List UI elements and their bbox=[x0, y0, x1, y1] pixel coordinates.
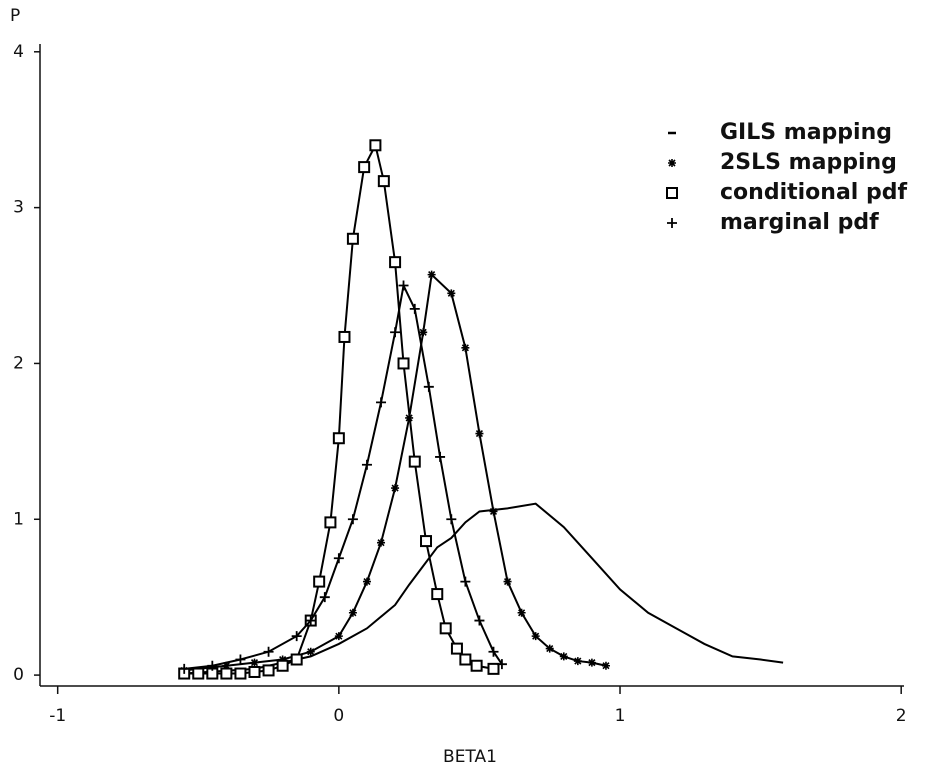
marker-square bbox=[470, 659, 483, 672]
y-tick-label: 4 bbox=[13, 42, 24, 62]
y-tick-label: 2 bbox=[13, 353, 24, 373]
marker-plus bbox=[376, 397, 387, 408]
legend-symbol bbox=[668, 159, 676, 167]
marker-square bbox=[276, 659, 289, 672]
marker-plus bbox=[291, 631, 302, 642]
marker-square bbox=[439, 622, 452, 635]
y-tick-label: 1 bbox=[13, 509, 24, 529]
marker-square bbox=[313, 575, 326, 588]
marker-plus bbox=[423, 381, 434, 392]
marker-square bbox=[389, 256, 402, 269]
marker-star bbox=[475, 429, 484, 438]
marker-square bbox=[290, 653, 303, 666]
marker-star bbox=[306, 647, 315, 656]
y-axis-label: P bbox=[10, 6, 20, 26]
marker-square bbox=[408, 455, 421, 468]
marker-star bbox=[545, 644, 554, 653]
y-tick-label: 0 bbox=[13, 665, 24, 685]
marker-star bbox=[503, 577, 512, 586]
x-tick-label: -1 bbox=[49, 706, 66, 726]
marker-plus bbox=[488, 646, 499, 657]
marker-plus bbox=[435, 451, 446, 462]
marker-square bbox=[338, 330, 351, 343]
legend-symbol bbox=[667, 218, 677, 228]
marker-square bbox=[459, 653, 472, 666]
marker-plus bbox=[179, 663, 190, 674]
marker-star bbox=[461, 343, 470, 352]
marker-plus bbox=[474, 615, 485, 626]
marker-square bbox=[332, 432, 345, 445]
marker-star bbox=[601, 661, 610, 670]
marker-plus bbox=[347, 514, 358, 525]
marker-square bbox=[346, 232, 359, 245]
series-line bbox=[184, 502, 784, 675]
x-tick-label: 2 bbox=[896, 706, 907, 726]
marker-plus bbox=[409, 303, 420, 314]
series-line bbox=[184, 142, 494, 675]
marker-square bbox=[487, 662, 500, 675]
marker-star bbox=[489, 507, 498, 516]
marker-plus bbox=[496, 659, 507, 670]
marker-plus bbox=[446, 514, 457, 525]
marker-star bbox=[377, 538, 386, 547]
marker-star bbox=[559, 652, 568, 661]
legend-label: GILS mapping bbox=[720, 120, 892, 145]
marker-plus bbox=[235, 654, 246, 665]
legend-label: marginal pdf bbox=[720, 210, 879, 235]
marker-plus bbox=[460, 576, 471, 587]
x-tick-label: 1 bbox=[615, 706, 626, 726]
marker-square bbox=[248, 665, 261, 678]
marker-square bbox=[431, 588, 444, 601]
marker-square bbox=[324, 516, 337, 529]
marker-star bbox=[278, 655, 287, 664]
marker-square bbox=[369, 139, 382, 152]
marker-plus bbox=[361, 459, 372, 470]
marker-plus bbox=[333, 553, 344, 564]
marker-plus bbox=[390, 327, 401, 338]
y-tick-label: 3 bbox=[13, 198, 24, 218]
marker-star bbox=[517, 608, 526, 617]
series-line bbox=[184, 282, 503, 670]
marker-plus bbox=[398, 280, 409, 291]
marker-star bbox=[391, 484, 400, 493]
marker-star bbox=[531, 632, 540, 641]
marker-square bbox=[397, 357, 410, 370]
marker-square bbox=[234, 667, 247, 680]
marker-square bbox=[358, 161, 371, 174]
marker-square bbox=[262, 664, 275, 677]
legend-label: conditional pdf bbox=[720, 180, 907, 205]
marker-plus bbox=[207, 660, 218, 671]
marker-square bbox=[377, 175, 390, 188]
marker-star bbox=[348, 608, 357, 617]
marker-star bbox=[250, 658, 259, 667]
marker-star bbox=[427, 270, 436, 279]
marker-plus bbox=[263, 646, 274, 657]
x-tick-label: 0 bbox=[333, 706, 344, 726]
marker-star bbox=[362, 577, 371, 586]
legend-symbol bbox=[666, 187, 678, 199]
marker-star bbox=[447, 289, 456, 298]
marker-star bbox=[419, 328, 428, 337]
legend-label: 2SLS mapping bbox=[720, 150, 897, 175]
marker-square bbox=[420, 535, 433, 548]
marker-square bbox=[192, 667, 205, 680]
x-axis-label: BETA1 bbox=[443, 747, 497, 767]
marker-star bbox=[587, 658, 596, 667]
marker-star bbox=[222, 661, 231, 670]
marker-plus bbox=[305, 615, 316, 626]
marker-square bbox=[220, 667, 233, 680]
marker-square bbox=[450, 642, 463, 655]
marker-plus bbox=[319, 592, 330, 603]
marker-star bbox=[334, 632, 343, 641]
marker-star bbox=[573, 657, 582, 666]
